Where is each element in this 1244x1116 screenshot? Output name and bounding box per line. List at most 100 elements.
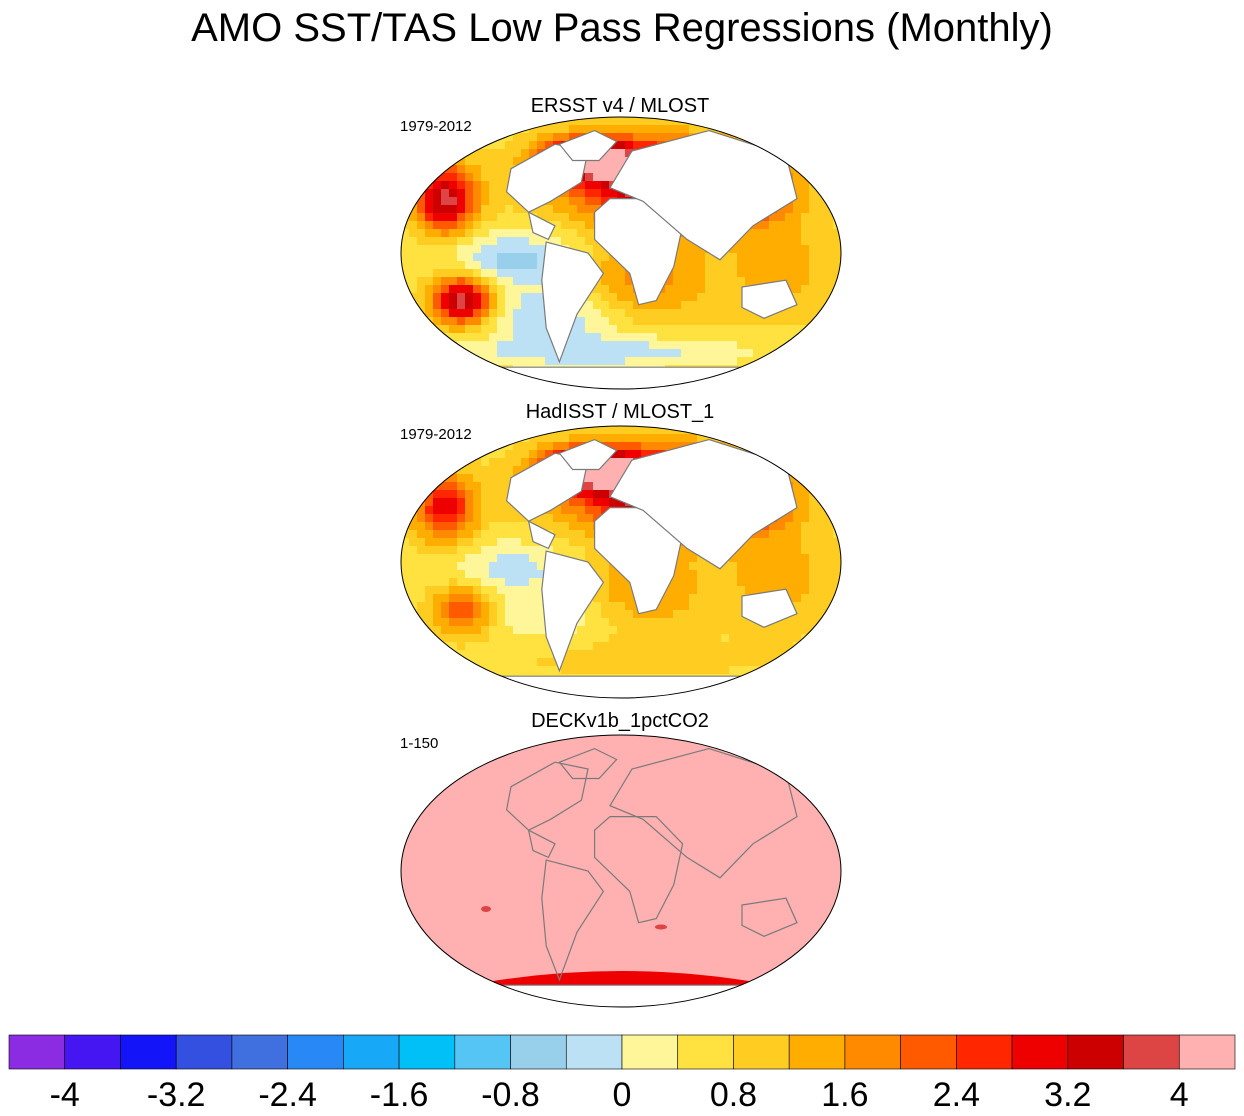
- field-cell: [465, 301, 474, 310]
- field-cell: [441, 213, 450, 222]
- field-cell: [609, 594, 618, 603]
- field-cell: [521, 213, 530, 222]
- field-cell: [473, 610, 482, 619]
- field-cell: [537, 349, 546, 358]
- field-cell: [681, 293, 690, 302]
- field-cell: [585, 173, 594, 182]
- field-cell: [785, 642, 794, 651]
- field-cell: [617, 333, 626, 342]
- field-cell: [793, 618, 802, 627]
- field-cell: [409, 618, 418, 627]
- field-cell: [681, 610, 690, 619]
- field-cell: [633, 650, 642, 659]
- field-cell: [497, 650, 506, 659]
- field-cell: [449, 341, 458, 350]
- field-cell: [777, 626, 786, 635]
- field-cell: [465, 333, 474, 342]
- field-cell: [441, 538, 450, 547]
- field-cell: [721, 562, 730, 571]
- field-cell: [833, 229, 841, 238]
- field-cell: [681, 426, 690, 435]
- field-cell: [401, 514, 410, 523]
- field-cell: [577, 546, 586, 555]
- field-cell: [593, 309, 602, 318]
- field-cell: [609, 570, 618, 579]
- field-cell: [537, 570, 546, 579]
- field-cell: [521, 133, 530, 142]
- field-cell: [585, 466, 594, 475]
- field-cell: [401, 578, 410, 587]
- field-cell: [473, 530, 482, 539]
- field-cell: [473, 237, 482, 246]
- field-cell: [689, 570, 698, 579]
- field-cell: [521, 285, 530, 294]
- field-cell: [561, 237, 570, 246]
- field-cell: [473, 514, 482, 523]
- field-cell: [489, 261, 498, 270]
- field-cell: [761, 642, 770, 651]
- field-cell: [585, 157, 594, 166]
- field-cell: [481, 570, 490, 579]
- field-cell: [473, 221, 482, 230]
- field-cell: [809, 269, 818, 278]
- field-cell: [585, 341, 594, 350]
- field-cell: [593, 253, 602, 262]
- field-cell: [537, 245, 546, 254]
- field-cell: [473, 349, 482, 358]
- field-cell: [465, 285, 474, 294]
- field-cell: [489, 546, 498, 555]
- field-cell: [769, 261, 778, 270]
- field-cell: [825, 594, 834, 603]
- field-cell: [801, 237, 810, 246]
- field-cell: [513, 229, 522, 238]
- field-cell: [521, 261, 530, 270]
- field-cell: [705, 285, 714, 294]
- field-cell: [497, 538, 506, 547]
- field-cell: [721, 325, 730, 334]
- field-cell: [817, 253, 826, 262]
- field-cell: [673, 125, 682, 134]
- field-cell: [785, 618, 794, 627]
- field-cell: [489, 277, 498, 286]
- field-cell: [465, 181, 474, 190]
- field-cell: [809, 173, 818, 182]
- field-cell: [505, 682, 514, 691]
- field-cell: [809, 506, 818, 515]
- field-cell: [417, 181, 426, 190]
- field-cell: [649, 626, 658, 635]
- field-cell: [401, 245, 410, 254]
- field-cell: [633, 341, 642, 350]
- field-cell: [481, 157, 490, 166]
- field-cell: [481, 325, 490, 334]
- field-cell: [593, 117, 602, 126]
- field-cell: [657, 309, 666, 318]
- field-cell: [457, 253, 466, 262]
- field-cell: [457, 570, 466, 579]
- field-cell: [433, 309, 442, 318]
- field-cell: [585, 642, 594, 651]
- field-cell: [593, 554, 602, 563]
- field-cell: [777, 341, 786, 350]
- field-cell: [561, 357, 570, 366]
- field-cell: [809, 261, 818, 270]
- field-cell: [465, 269, 474, 278]
- field-cell: [521, 269, 530, 278]
- field-cell: [457, 530, 466, 539]
- field-cell: [481, 293, 490, 302]
- figure-title: AMO SST/TAS Low Pass Regressions (Monthl…: [191, 6, 1053, 50]
- field-cell: [785, 586, 794, 595]
- field-cell: [505, 213, 514, 222]
- field-cell: [721, 602, 730, 611]
- field-cell: [753, 245, 762, 254]
- field-cell: [409, 546, 418, 555]
- field-cell: [473, 602, 482, 611]
- field-cell: [537, 434, 546, 443]
- field-cell: [681, 562, 690, 571]
- field-cell: [481, 578, 490, 587]
- field-cell: [577, 189, 586, 198]
- field-cell: [593, 293, 602, 302]
- field-cell: [457, 554, 466, 563]
- field-cell: [489, 237, 498, 246]
- field-cell: [737, 578, 746, 587]
- field-cell: [521, 578, 530, 587]
